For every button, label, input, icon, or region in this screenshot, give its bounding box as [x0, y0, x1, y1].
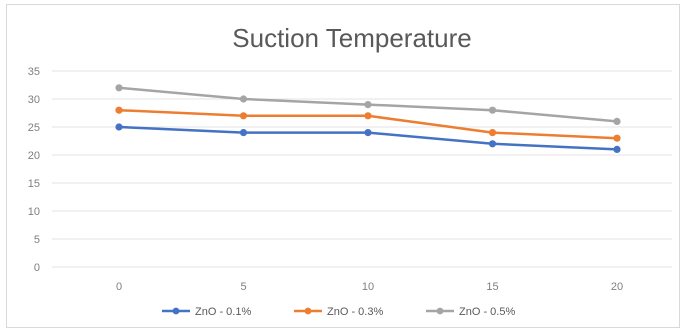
data-point — [239, 112, 248, 120]
legend-item: ZnO - 0.1% — [162, 306, 251, 318]
x-tick-label: 0 — [116, 281, 122, 293]
series-3 — [115, 84, 621, 125]
data-point — [613, 145, 621, 153]
y-tick-label: 5 — [34, 234, 40, 246]
y-axis-ticks: 0 5 10 15 20 25 30 35 — [28, 66, 40, 274]
legend-item: ZnO - 0.5% — [426, 306, 515, 318]
legend-swatch-marker — [304, 307, 312, 315]
data-point — [115, 123, 123, 131]
grid-layer — [52, 70, 672, 268]
series-layer — [115, 84, 621, 153]
data-point — [115, 84, 123, 92]
data-point — [613, 134, 621, 142]
data-point — [613, 117, 621, 125]
y-tick-label: 35 — [28, 66, 40, 78]
y-tick-label: 20 — [28, 150, 40, 162]
x-tick-label: 15 — [486, 281, 498, 293]
data-point — [488, 129, 497, 137]
y-tick-label: 15 — [28, 178, 40, 190]
y-tick-label: 30 — [28, 94, 40, 106]
x-tick-label: 10 — [362, 281, 374, 293]
x-tick-label: 20 — [611, 281, 623, 293]
chart-title: Suction Temperature — [232, 23, 471, 53]
legend-item: ZnO - 0.3% — [294, 306, 383, 318]
x-tick-label: 5 — [240, 281, 246, 293]
series-2 — [115, 106, 621, 142]
chart-frame — [6, 4, 680, 328]
data-point — [239, 129, 248, 137]
data-point — [364, 129, 372, 137]
legend-label: ZnO - 0.3% — [327, 306, 383, 318]
legend-label: ZnO - 0.1% — [195, 306, 251, 318]
y-tick-label: 0 — [34, 262, 40, 274]
data-point — [115, 106, 123, 114]
data-point — [364, 112, 372, 120]
legend-label: ZnO - 0.5% — [459, 306, 515, 318]
y-tick-label: 10 — [28, 206, 40, 218]
y-tick-label: 25 — [28, 122, 40, 134]
legend-swatch-marker — [436, 307, 444, 315]
legend-swatch-marker — [172, 307, 180, 315]
data-point — [364, 101, 372, 109]
data-point — [239, 95, 248, 103]
data-point — [488, 140, 497, 148]
chart-legend: ZnO - 0.1% ZnO - 0.3% ZnO - 0.5% — [162, 306, 515, 318]
x-axis-ticks: 0 5 10 15 20 — [116, 281, 623, 293]
data-point — [488, 106, 497, 114]
series-1 — [115, 123, 621, 153]
